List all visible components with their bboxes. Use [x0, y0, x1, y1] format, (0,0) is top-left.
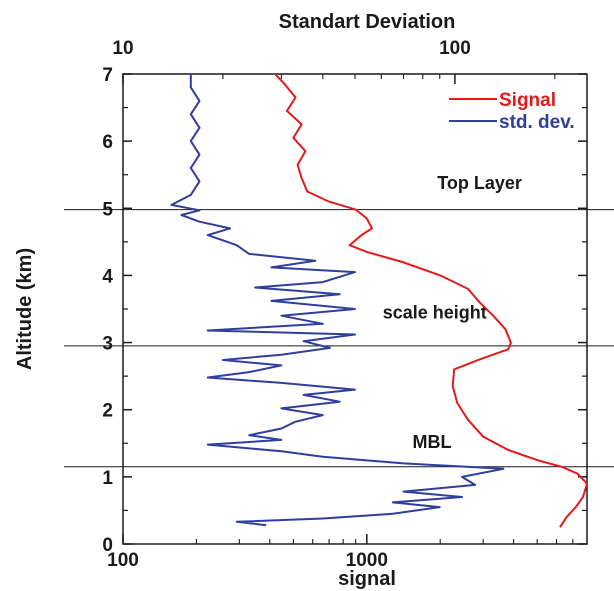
x-top-tick-label: 10 [112, 38, 133, 59]
y-tick-label: 3 [102, 334, 113, 355]
legend-label: Signal [499, 90, 556, 111]
y-tick-label: 0 [102, 535, 113, 556]
bottom-axis-title: signal [338, 568, 396, 590]
y-tick-label: 2 [102, 401, 113, 422]
layer-boundaries: Top Layer scale height MBL [64, 173, 614, 468]
series-lines [170, 73, 588, 528]
x-bottom-tick-label: 1000 [346, 550, 388, 571]
top-axis-title: Standart Deviation [279, 11, 456, 33]
layer-label: scale height [383, 302, 487, 322]
y-axis-title: Altitude (km) [14, 248, 36, 370]
x-bottom-tick-label: 100 [107, 550, 139, 571]
series-line-0 [274, 73, 588, 528]
layer-label: MBL [412, 432, 451, 452]
y-tick-label: 7 [102, 65, 113, 86]
series-line-1 [170, 74, 505, 527]
layer-label: Top Layer [437, 173, 522, 193]
y-tick-label: 1 [102, 468, 113, 489]
legend-label: std. dev. [499, 112, 575, 133]
x-top-tick-label: 100 [439, 38, 471, 59]
y-tick-label: 4 [102, 266, 113, 287]
y-tick-label: 6 [102, 132, 113, 153]
